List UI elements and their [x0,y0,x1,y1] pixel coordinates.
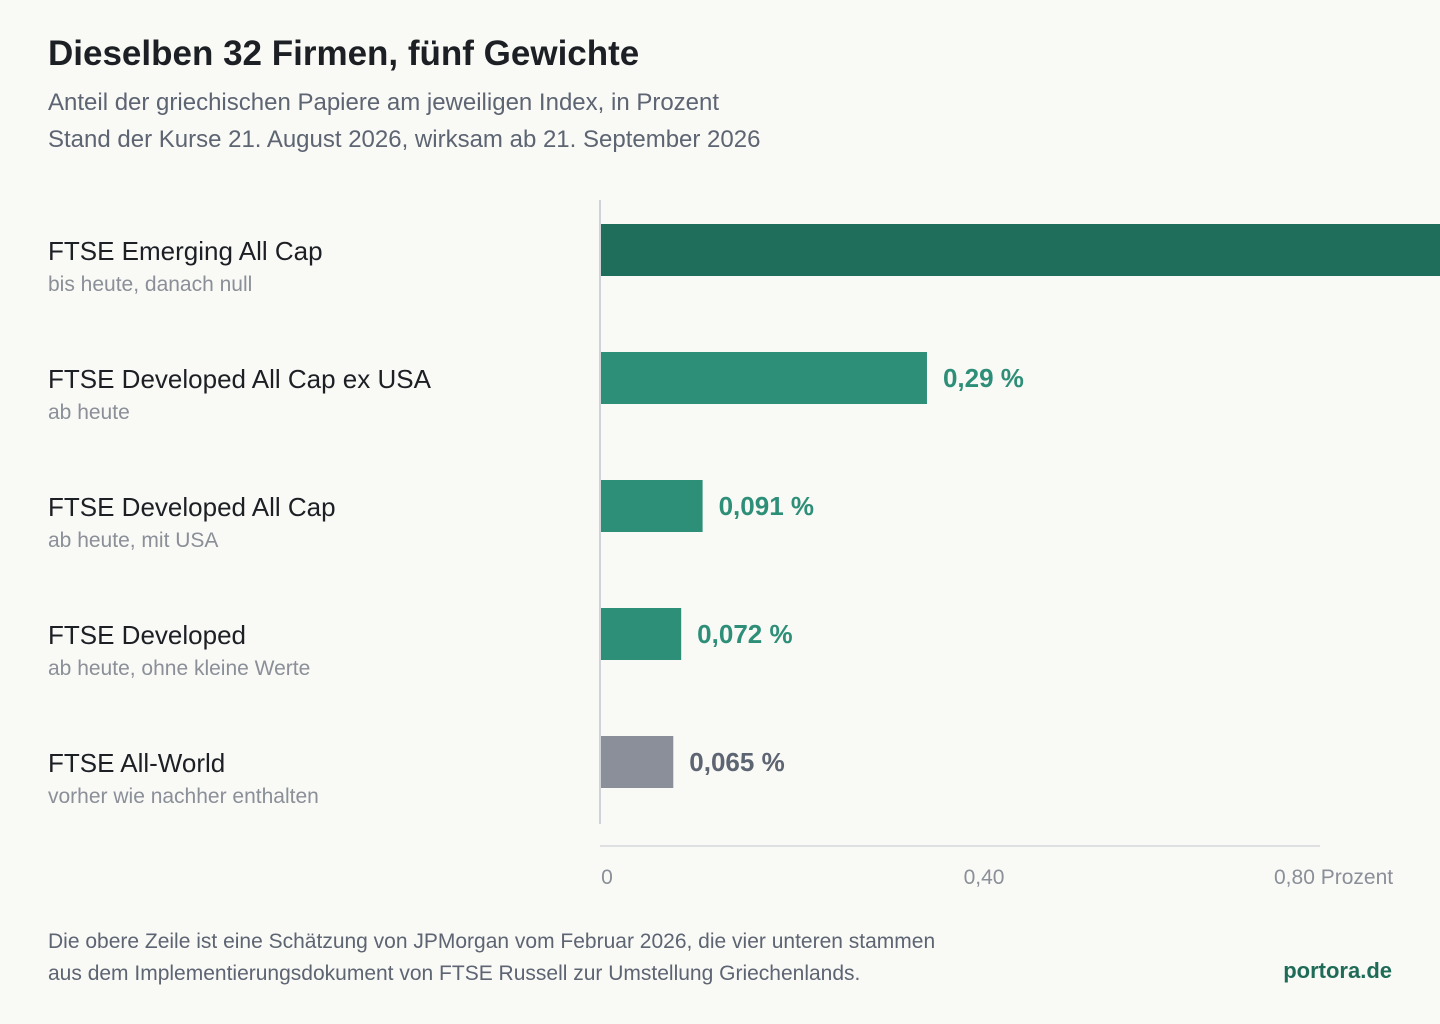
source-footnote: Die obere Zeile ist eine Schätzung von J… [48,926,1148,990]
chart-subtitle-date: Stand der Kurse 21. August 2026, wirksam… [48,126,761,153]
x-axis-ticks: 0 0,40 0,80 Prozent [601,866,1393,889]
category-label: FTSE Developed [48,620,246,650]
chart-subtitle: Anteil der griechischen Papiere am jewei… [48,89,720,116]
bar-row: FTSE All-World vorher wie nachher enthalt… [48,736,785,808]
x-tick-label: 0,80 Prozent [1274,866,1393,889]
x-tick-label: 0 [601,866,613,889]
bar-chart: FTSE Emerging All Cap bis heute, danach n… [48,200,1440,889]
data-label: 0,29 % [943,363,1024,393]
bar [600,480,703,532]
bar-row: FTSE Developed ab heute, ohne kleine Wert… [48,608,793,680]
bar-row: FTSE Emerging All Cap bis heute, danach n… [48,224,1440,296]
bar-row: FTSE Developed All Cap ab heute, mit USA 0… [48,480,814,552]
chart-rows: FTSE Emerging All Cap bis heute, danach n… [48,224,1440,808]
category-note: bis heute, danach null [48,273,252,296]
category-note: vorher wie nachher enthalten [48,785,319,808]
category-note: ab heute, mit USA [48,529,218,552]
category-note: ab heute, ohne kleine Werte [48,657,310,680]
footnote-line-1: Die obere Zeile ist eine Schätzung von J… [48,930,936,953]
chart-title: Dieselben 32 Firmen, fünf Gewichte [48,34,640,73]
bar [600,224,1440,276]
category-label: FTSE Emerging All Cap [48,236,323,266]
bar [600,736,674,788]
brand-logo-text[interactable]: portora.de [1283,958,1392,983]
category-label: FTSE All-World [48,748,225,778]
bar [600,352,927,404]
category-label: FTSE Developed All Cap ex USA [48,364,432,394]
data-label: 0,072 % [697,619,792,649]
footnote-line-2: aus dem Implementierungsdokument von FTS… [48,962,861,985]
x-tick-label: 0,40 [964,866,1005,889]
data-label: 0,091 % [719,491,814,521]
category-note: ab heute [48,401,130,424]
bar [600,608,682,660]
category-label: FTSE Developed All Cap [48,492,336,522]
bar-row: FTSE Developed All Cap ex USA ab heute 0,2… [48,352,1024,424]
data-label: 0,065 % [689,747,784,777]
